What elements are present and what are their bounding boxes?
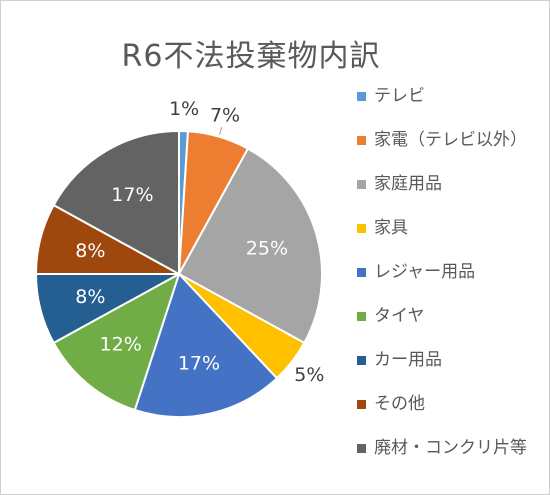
legend-swatch [357,224,366,233]
legend-label: レジャー用品 [374,262,476,282]
legend-label: カー用品 [374,350,442,370]
legend-swatch [357,180,366,189]
legend-swatch [357,312,366,321]
data-label-3: 5% [294,364,324,386]
legend-label: その他 [374,394,425,414]
leader-line-1 [218,126,223,135]
legend-label: 家庭用品 [374,174,442,194]
legend-entry-0: テレビ [353,85,543,129]
data-label-4: 17% [178,352,220,374]
data-label-6: 8% [75,286,105,308]
legend: テレビ家電（テレビ以外） 家庭用品家具レジャー用品 タイヤカー用品その他廃材・コンク… [353,85,543,481]
legend-entry-5: タイヤ [353,305,543,349]
legend-entry-8: 廃材・コンクリ片等 [353,437,543,481]
data-label-2: 25% [246,237,288,259]
legend-label: テレビ [374,86,425,106]
legend-entry-6: カー用品 [353,349,543,393]
data-label-0: 1% [169,98,199,120]
pie-slice-2 [177,147,323,345]
legend-entry-1: 家電（テレビ以外） [353,129,543,173]
data-label-5: 12% [100,334,142,356]
legend-entry-7: その他 [353,393,543,437]
data-label-1: 7% [210,105,240,127]
legend-entry-3: 家具 [353,217,543,261]
legend-entry-4: レジャー用品 [353,261,543,305]
legend-entry-2: 家庭用品 [353,173,543,217]
data-label-8: 17% [111,184,153,206]
pie-slice-4 [133,272,279,418]
legend-swatch [357,400,366,409]
legend-label: タイヤ [374,306,425,326]
legend-swatch [357,356,366,365]
legend-label: 廃材・コンクリ片等 [374,438,527,458]
legend-swatch [357,92,366,101]
pie-slice-5 [52,271,181,412]
pie-slice-8 [52,129,180,276]
legend-swatch [357,136,366,145]
legend-label: 家具 [374,218,408,238]
legend-label: 家電（テレビ以外） [374,130,527,150]
legend-swatch [357,444,366,453]
legend-swatch [357,268,366,277]
data-label-7: 8% [75,240,105,262]
chart-title: R6不法投棄物内訳 [121,39,381,74]
